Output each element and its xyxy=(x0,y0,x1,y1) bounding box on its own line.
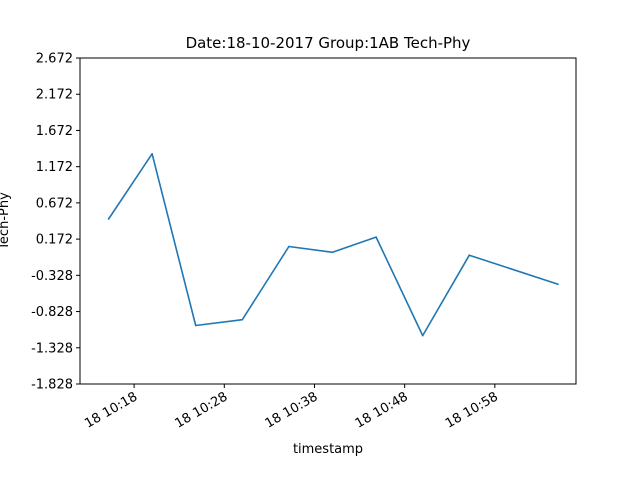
series-line xyxy=(107,153,559,337)
data-point xyxy=(375,236,377,238)
data-point xyxy=(468,254,471,256)
y-tick-label: 0.172 xyxy=(36,233,73,248)
y-tick-label: 1.172 xyxy=(36,160,73,175)
data-point xyxy=(107,218,110,220)
x-axis: 18 10:18 18 10:28 18 10:38 18 10:48 18 10:58 xyxy=(82,384,501,432)
chart-title: Date:18-10-2017 Group:1AB Tech-Phy xyxy=(186,34,471,52)
x-tick-label: 18 10:28 xyxy=(172,389,230,431)
data-point xyxy=(331,251,334,254)
data-point xyxy=(194,324,197,327)
x-axis-label: timestamp xyxy=(293,442,363,457)
y-axis-label: Tech-Phy xyxy=(0,192,12,251)
y-axis: -1.828 -1.328 -0.828 -0.328 0.172 0.672 1.172 1… xyxy=(31,52,80,393)
data-point xyxy=(557,283,559,285)
x-tick-label: 18 10:18 xyxy=(82,389,140,431)
y-tick-label: 2.172 xyxy=(36,88,73,103)
y-tick-label: -0.828 xyxy=(31,305,73,320)
y-tick-label: 1.672 xyxy=(36,124,73,139)
y-tick-label: -1.328 xyxy=(31,341,73,356)
y-tick-label: 0.672 xyxy=(36,196,73,211)
data-point xyxy=(421,334,424,337)
y-tick-label: -0.328 xyxy=(31,269,73,284)
series-layer xyxy=(107,152,559,337)
y-tick-label: -1.828 xyxy=(31,378,73,393)
data-point xyxy=(288,245,290,248)
x-tick-label: 18 10:58 xyxy=(443,389,501,431)
x-tick-label: 18 10:38 xyxy=(263,389,321,431)
data-point xyxy=(151,152,153,155)
plot-frame xyxy=(79,57,577,385)
x-tick-label: 18 10:48 xyxy=(353,389,411,431)
y-tick-label: 2.672 xyxy=(36,52,73,67)
data-point xyxy=(241,318,244,321)
